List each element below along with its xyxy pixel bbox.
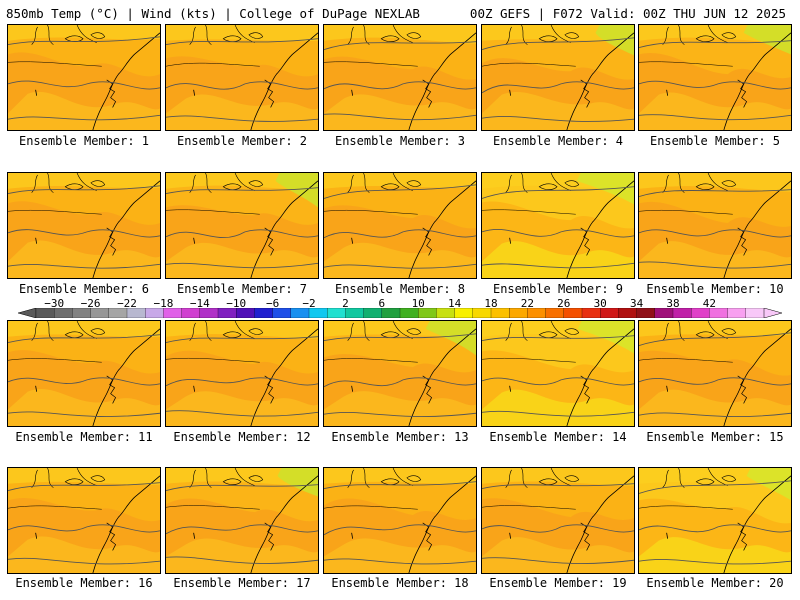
ensemble-member-label: Ensemble Member: 3 (334, 134, 466, 148)
colorbar-tick-label: −14 (189, 297, 210, 310)
colorbar-tick-label: 10 (411, 297, 425, 310)
ensemble-member-label: Ensemble Member: 9 (492, 282, 624, 296)
ensemble-member-5-map (638, 24, 792, 131)
ensemble-member-3-map (323, 24, 477, 131)
ensemble-member-label: Ensemble Member: 18 (331, 576, 469, 590)
colorbar-tick-label: 42 (702, 297, 717, 310)
ensemble-member-8-map (323, 172, 477, 279)
ensemble-member-label: Ensemble Member: 14 (489, 430, 627, 444)
ensemble-member-17-map (165, 467, 319, 574)
ensemble-member-label: Ensemble Member: 4 (492, 134, 624, 148)
colorbar-tick-label: 6 (378, 297, 386, 310)
ensemble-member-label: Ensemble Member: 19 (489, 576, 627, 590)
ensemble-member-12-map (165, 320, 319, 427)
ensemble-member-18-map (323, 467, 477, 574)
colorbar-tick-label: 26 (557, 297, 571, 310)
colorbar-tick-label: 34 (629, 297, 644, 310)
ensemble-member-label: Ensemble Member: 13 (331, 430, 469, 444)
ensemble-member-label: Ensemble Member: 11 (15, 430, 153, 444)
ensemble-member-label: Ensemble Member: 16 (15, 576, 153, 590)
colorbar-tick-label: 2 (342, 297, 349, 310)
ensemble-member-9-map (481, 172, 635, 279)
colorbar-tick-label: −22 (117, 297, 137, 310)
ensemble-member-13-map (323, 320, 477, 427)
ensemble-member-label: Ensemble Member: 10 (646, 282, 784, 296)
ensemble-member-20-map (638, 467, 792, 574)
ensemble-member-label: Ensemble Member: 6 (18, 282, 150, 296)
ensemble-member-15-map (638, 320, 792, 427)
ensemble-member-4-map (481, 24, 635, 131)
chart-title: 850mb Temp (°C) | Wind (kts) | College o… (6, 6, 420, 21)
ensemble-member-10-map (638, 172, 792, 279)
ensemble-member-label: Ensemble Member: 7 (176, 282, 308, 296)
ensemble-member-2-map (165, 24, 319, 131)
ensemble-member-label: Ensemble Member: 20 (646, 576, 784, 590)
colorbar-tick-label: 18 (484, 297, 498, 310)
colorbar-tick-label: −10 (226, 297, 247, 310)
ensemble-member-label: Ensemble Member: 5 (649, 134, 781, 148)
ensemble-member-label: Ensemble Member: 15 (646, 430, 784, 444)
ensemble-member-14-map (481, 320, 635, 427)
colorbar-tick-label: 14 (447, 297, 462, 310)
ensemble-member-label: Ensemble Member: 1 (18, 134, 150, 148)
ensemble-member-1-map (7, 24, 161, 131)
run-valid-time: 00Z GEFS | F072 Valid: 00Z THU JUN 12 20… (469, 6, 786, 21)
ensemble-member-7-map (165, 172, 319, 279)
ensemble-member-11-map (7, 320, 161, 427)
colorbar-tick-label: −2 (302, 297, 316, 310)
ensemble-member-label: Ensemble Member: 17 (173, 576, 311, 590)
ensemble-member-label: Ensemble Member: 12 (173, 430, 311, 444)
colorbar-tick-label: 38 (666, 297, 680, 310)
colorbar-tick-label: 30 (593, 297, 607, 310)
colorbar-tick-label: −30 (44, 297, 65, 310)
colorbar-tick-label: −26 (80, 297, 101, 310)
colorbar-tick-label: −18 (153, 297, 174, 310)
ensemble-member-16-map (7, 467, 161, 574)
ensemble-member-19-map (481, 467, 635, 574)
ensemble-member-label: Ensemble Member: 8 (334, 282, 466, 296)
ensemble-member-label: Ensemble Member: 2 (176, 134, 308, 148)
ensemble-member-6-map (7, 172, 161, 279)
colorbar-tick-label: 22 (520, 297, 535, 310)
temperature-colorbar (18, 308, 782, 318)
colorbar-tick-label: −6 (265, 297, 280, 310)
